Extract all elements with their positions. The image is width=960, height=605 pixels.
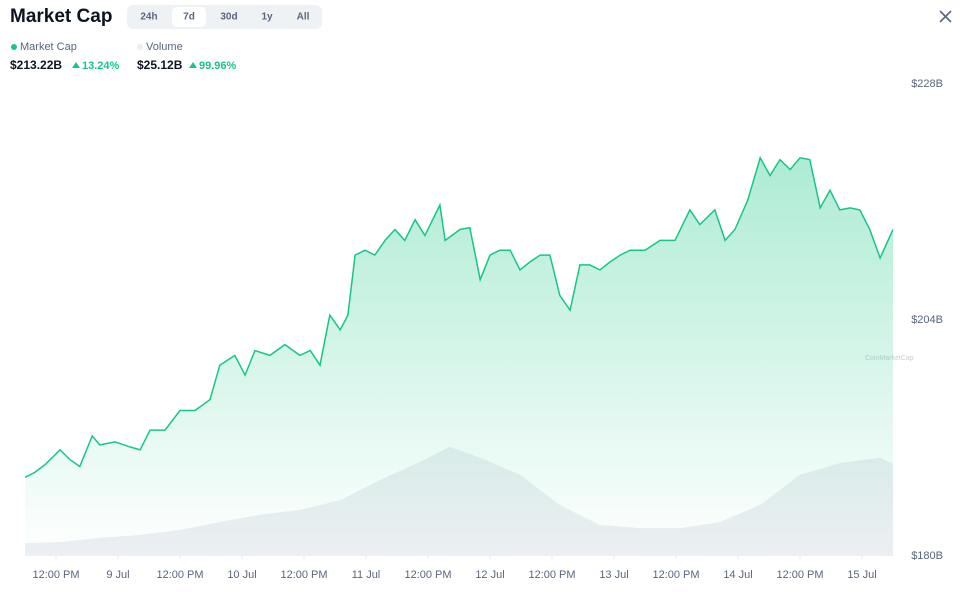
x-tick-label: 12:00 PM [652,569,699,581]
area-fill [25,157,893,557]
up-arrow [189,62,197,68]
price-line [24,155,894,478]
tab[interactable]: 7d [183,12,195,23]
tab[interactable]: 30d [220,12,237,23]
legend-dot [11,44,17,50]
x-tick-label: 10 Jul [227,569,256,581]
up-arrow [72,62,80,68]
x-tick-label: 12:00 PM [280,569,327,581]
y-tick-label: $180B [911,550,943,562]
tab[interactable]: 1y [261,12,273,23]
y-tick-label: $228B [911,78,943,90]
title: Market Cap [10,6,112,27]
tabs: 24h 7d 30d 1y All [140,7,310,27]
y-tick-label: $204B [911,314,943,326]
x-tick-label: 14 Jul [723,569,752,581]
legend-label: Volume [146,41,183,53]
x-tick-label: 12:00 PM [528,569,575,581]
x-tick-label: 12:00 PM [776,569,823,581]
close-button[interactable] [939,10,952,23]
tab-selected[interactable] [172,7,206,27]
legend-change: 13.24% [82,60,120,72]
legend-value: $25.12B [137,58,183,72]
x-tick-label: 12 Jul [475,569,504,581]
legend-dot [137,44,143,50]
x-tick-label: 9 Jul [106,569,129,581]
legend-value: $213.22B [10,58,62,72]
x-tick-label: 12:00 PM [32,569,79,581]
x-tick-label: 11 Jul [352,569,381,581]
x-tick-label: 12:00 PM [404,569,451,581]
legend-label: Market Cap [20,41,77,53]
x-tick-label: 15 Jul [847,569,876,581]
x-tick-label: 13 Jul [599,569,628,581]
tab[interactable]: 24h [140,12,157,23]
tab[interactable]: All [297,12,310,23]
legend-change: 99.96% [199,60,237,72]
x-tick-label: 12:00 PM [156,569,203,581]
